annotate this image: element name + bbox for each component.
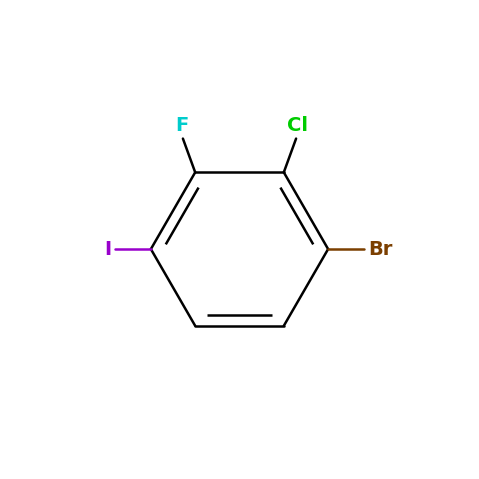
Text: Br: Br <box>368 240 392 259</box>
Text: I: I <box>104 240 111 259</box>
Text: F: F <box>175 116 188 135</box>
Text: Cl: Cl <box>287 116 308 135</box>
